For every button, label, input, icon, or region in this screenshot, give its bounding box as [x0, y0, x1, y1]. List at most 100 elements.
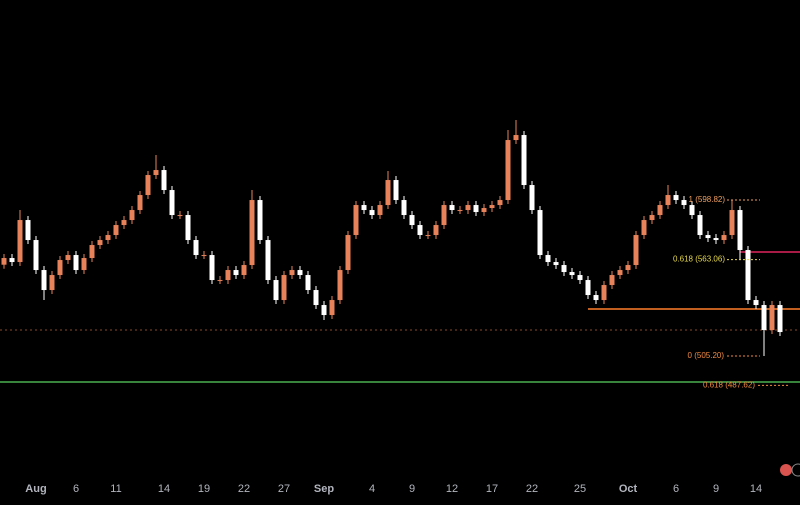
candle-body [441, 205, 447, 226]
candle-body [593, 295, 599, 301]
candle-body [465, 205, 471, 211]
candle-body [273, 280, 279, 301]
candle-body [489, 205, 495, 209]
candle-body [433, 225, 439, 236]
candle-body [769, 305, 775, 331]
candle-body [569, 272, 575, 276]
icon [780, 464, 792, 476]
candle-body [49, 275, 55, 291]
candle-body [41, 270, 47, 291]
candle-body [153, 170, 159, 176]
candle-body [609, 275, 615, 286]
candle-body [1, 258, 7, 265]
x-tick-label: 9 [409, 483, 415, 495]
x-tick-label: Aug [25, 483, 46, 495]
candle-body [161, 170, 167, 191]
candle-body [289, 270, 295, 276]
candle-body [505, 140, 511, 201]
fib-label: 0.618 (563.06) [673, 255, 725, 264]
candle-body [673, 195, 679, 201]
candle-body [369, 210, 375, 216]
x-tick-label: 6 [673, 483, 679, 495]
candle-body [65, 255, 71, 261]
candle-body [633, 235, 639, 266]
candle-body [745, 250, 751, 301]
candle-body [329, 300, 335, 316]
candle-body [385, 180, 391, 206]
candle-body [121, 220, 127, 226]
candle-body [9, 258, 15, 263]
candle-body [729, 210, 735, 236]
candle-body [425, 235, 431, 237]
candle-body [641, 220, 647, 236]
candle-body [377, 205, 383, 216]
candle-body [89, 245, 95, 259]
candle-body [113, 225, 119, 236]
x-tick-label: 22 [238, 483, 250, 495]
candle-body [297, 270, 303, 276]
candle-body [617, 270, 623, 276]
candle-body [145, 175, 151, 196]
candle-body [321, 305, 327, 316]
candle-body [457, 210, 463, 212]
candle-body [625, 265, 631, 271]
candle-body [185, 215, 191, 241]
candle-body [545, 255, 551, 263]
candle-body [17, 220, 23, 263]
candle-body [601, 285, 607, 301]
candle-body [713, 238, 719, 241]
candle-body [57, 260, 63, 276]
x-tick-label: 25 [574, 483, 586, 495]
x-tick-label: 14 [750, 483, 762, 495]
candle-body [449, 205, 455, 211]
candle-body [697, 215, 703, 236]
candle-body [97, 240, 103, 246]
x-tick-label: 9 [713, 483, 719, 495]
x-tick-label: 19 [198, 483, 210, 495]
candle-body [337, 270, 343, 301]
x-tick-label: Oct [619, 483, 638, 495]
chart-icons [780, 463, 800, 477]
x-tick-label: 14 [158, 483, 170, 495]
candle-body [313, 290, 319, 306]
candle-body [417, 225, 423, 236]
candle-body [25, 220, 31, 241]
candle-body [689, 205, 695, 216]
candle-body [513, 135, 519, 141]
fib-label: 0.618 (487.62) [703, 380, 755, 389]
candle-body [33, 240, 39, 271]
candle-body [401, 200, 407, 216]
x-tick-label: 11 [110, 483, 121, 495]
candle-body [177, 215, 183, 217]
candle-body [393, 180, 399, 201]
x-tick-label: 17 [486, 483, 498, 495]
candle-body [249, 200, 255, 266]
candle-body [305, 275, 311, 291]
candle-body [585, 280, 591, 296]
candle-body [81, 258, 87, 271]
candle-body [761, 305, 767, 331]
candle-body [193, 240, 199, 256]
candle-body [473, 205, 479, 213]
candle-body [361, 205, 367, 211]
x-tick-label: 6 [73, 483, 79, 495]
candle-body [105, 235, 111, 241]
candle-body [137, 195, 143, 211]
candle-body [577, 275, 583, 281]
candle-body [409, 215, 415, 226]
candle-body [657, 205, 663, 216]
candle-body [537, 210, 543, 256]
candle-body [481, 208, 487, 213]
candle-body [497, 200, 503, 206]
candle-body [169, 190, 175, 216]
candle-body [553, 262, 559, 266]
candle-body [521, 135, 527, 186]
candle-body [225, 270, 231, 281]
fib-label: 0 (505.20) [688, 351, 725, 360]
candle-body [129, 210, 135, 221]
x-tick-label: 4 [369, 483, 375, 495]
candle-body [753, 300, 759, 306]
candle-body [353, 205, 359, 236]
x-tick-label: 22 [526, 483, 538, 495]
